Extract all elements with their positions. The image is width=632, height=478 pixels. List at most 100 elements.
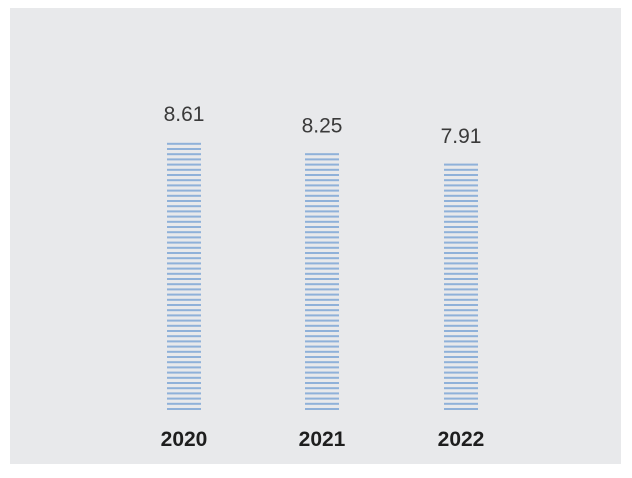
- bar-stripe: [167, 179, 201, 182]
- bar-stripe: [444, 179, 478, 182]
- bar-stripe: [305, 382, 339, 384]
- bar-2020: [167, 142, 201, 410]
- value-label-2022: 7.91: [441, 125, 482, 148]
- bar-stripe: [167, 314, 201, 317]
- bar-stripe: [444, 309, 478, 312]
- bar-stripe: [444, 189, 478, 192]
- bar-stripe: [167, 356, 201, 358]
- bar-stripe: [167, 205, 201, 208]
- bar-stripe: [167, 402, 201, 405]
- bar-stripe: [305, 330, 339, 332]
- bar-stripe: [305, 200, 339, 202]
- bar-stripe: [305, 267, 339, 270]
- bar-stripe: [167, 340, 201, 343]
- bar-stripe: [167, 267, 201, 270]
- bar-stripe: [444, 335, 478, 338]
- bar-stripe: [167, 278, 201, 280]
- bar-stripe: [305, 163, 339, 166]
- bar-stripe: [444, 215, 478, 218]
- bar-stripe: [167, 153, 201, 156]
- bar-stripe: [167, 283, 201, 286]
- bar-stripe: [305, 376, 339, 379]
- bar-stripe: [305, 288, 339, 291]
- bar-stripe: [305, 309, 339, 312]
- bar-stripe: [167, 304, 201, 306]
- bar-stripe: [305, 241, 339, 244]
- bar-stripe: [305, 174, 339, 176]
- bar-stripe: [167, 350, 201, 353]
- bar-stripe: [444, 293, 478, 296]
- bar-stripe: [444, 283, 478, 286]
- bar-stripe: [305, 392, 339, 395]
- bar-stripe: [305, 278, 339, 280]
- bar-stripe: [444, 184, 478, 187]
- bar-stripe: [167, 142, 201, 145]
- category-label-2021: 2021: [299, 428, 346, 451]
- bar-stripe: [167, 408, 201, 410]
- bar-stripe: [167, 387, 201, 390]
- bar-stripe: [167, 189, 201, 192]
- bar-stripe: [167, 241, 201, 244]
- bars-group: [167, 142, 478, 410]
- bar-stripe: [167, 382, 201, 384]
- bar-stripe: [444, 288, 478, 291]
- bar-stripe: [444, 220, 478, 223]
- bar-stripe: [167, 220, 201, 223]
- bar-stripe: [167, 215, 201, 218]
- bar-stripe: [167, 148, 201, 150]
- bar-stripe: [167, 293, 201, 296]
- bar-stripe: [444, 340, 478, 343]
- bar-stripe: [305, 350, 339, 353]
- bar-stripe: [305, 335, 339, 338]
- value-label-2020: 8.61: [164, 103, 205, 126]
- category-label-2020: 2020: [161, 428, 208, 451]
- bar-stripe: [167, 397, 201, 400]
- bar-stripe: [305, 293, 339, 296]
- bar-stripe: [444, 402, 478, 405]
- category-label-2022: 2022: [438, 428, 485, 451]
- bar-stripe: [444, 304, 478, 306]
- bar-stripe: [305, 226, 339, 228]
- bar-stripe: [167, 366, 201, 369]
- bar-stripe: [167, 371, 201, 374]
- bar-stripe: [444, 200, 478, 202]
- bar-stripe: [444, 205, 478, 208]
- bar-stripe: [167, 174, 201, 176]
- bar-stripe: [167, 163, 201, 166]
- bar-stripe: [305, 158, 339, 161]
- bar-stripe: [167, 226, 201, 228]
- bar-stripe: [444, 397, 478, 400]
- bar-stripe: [167, 335, 201, 338]
- bar-stripe: [305, 356, 339, 358]
- bar-stripe: [305, 215, 339, 218]
- value-label-2021: 8.25: [302, 114, 343, 137]
- bar-stripe: [444, 408, 478, 410]
- bar-stripe: [444, 366, 478, 369]
- value-labels-group: 8.61 8.25 7.91: [164, 103, 482, 148]
- bar-stripe: [444, 174, 478, 176]
- bar-2021: [305, 153, 339, 410]
- bar-stripe: [444, 252, 478, 254]
- bar-stripe: [444, 387, 478, 390]
- bar-stripe: [444, 356, 478, 358]
- bar-stripe: [167, 257, 201, 260]
- bar-stripe: [305, 194, 339, 197]
- bar-stripe: [167, 236, 201, 239]
- bar-stripe: [167, 376, 201, 379]
- bar-stripe: [167, 246, 201, 249]
- bar-stripe: [305, 231, 339, 234]
- bar-stripe: [305, 371, 339, 374]
- bar-stripe: [444, 246, 478, 249]
- bar-stripe: [305, 184, 339, 187]
- bar-stripe: [167, 158, 201, 161]
- bar-stripe: [305, 205, 339, 208]
- bar-stripe: [444, 330, 478, 332]
- bar-stripe: [305, 408, 339, 410]
- bar-stripe: [305, 397, 339, 400]
- bar-stripe: [305, 189, 339, 192]
- bar-stripe: [305, 361, 339, 364]
- bar-stripe: [305, 340, 339, 343]
- bar-stripe: [305, 246, 339, 249]
- bar-stripe: [444, 350, 478, 353]
